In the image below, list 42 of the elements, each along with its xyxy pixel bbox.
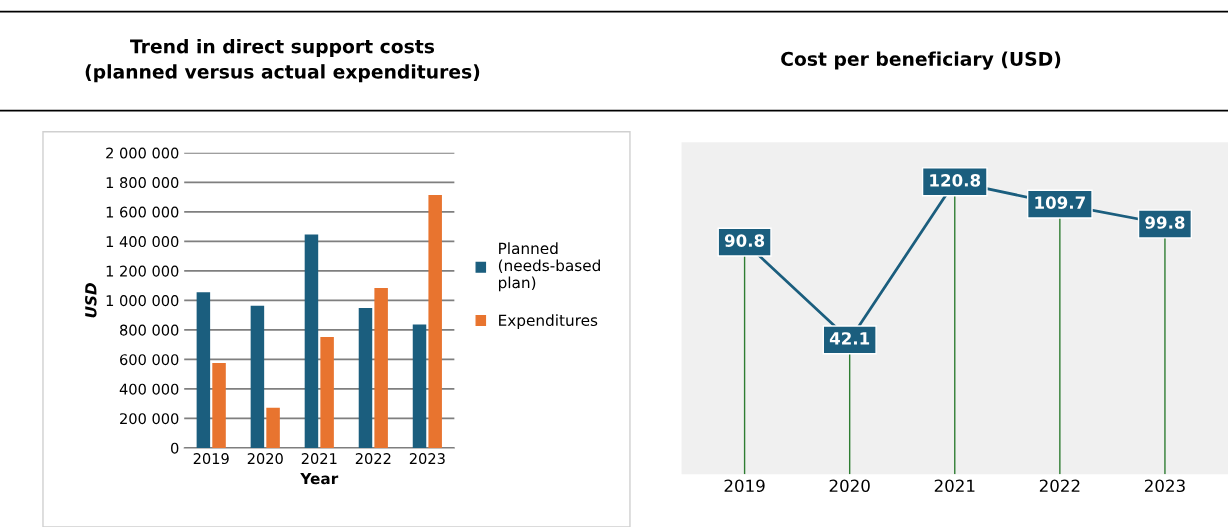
bar	[358, 308, 373, 448]
x-tick-label: 2023	[409, 453, 445, 465]
bar	[250, 305, 265, 448]
x-tick-label: 2020	[247, 453, 283, 465]
bar	[412, 324, 427, 448]
bar	[266, 407, 280, 448]
x-tick-label: 2022	[1039, 479, 1080, 493]
x-tick-label: 2019	[724, 479, 765, 493]
y-tick-label: 1 200 000	[106, 265, 179, 277]
x-tick-label: 2023	[1144, 479, 1185, 493]
bar	[428, 194, 442, 448]
y-tick-label: 800 000	[120, 324, 179, 336]
legend-label: Planned (needs-based plan)	[498, 242, 600, 292]
y-tick-label: 600 000	[120, 354, 179, 366]
chart-title: Trend in direct support costs (planned versus actual expenditures)	[85, 38, 480, 83]
x-tick-label: 2019	[193, 453, 229, 465]
data-label: 99.8	[1145, 216, 1185, 229]
data-label: 90.8	[724, 234, 765, 247]
x-tick-label: 2020	[829, 479, 870, 493]
bar	[320, 336, 334, 448]
y-tick-label: 1 600 000	[106, 206, 179, 218]
data-label: 120.8	[930, 174, 981, 187]
bar	[304, 234, 319, 448]
x-tick-label: 2021	[301, 453, 337, 465]
y-tick-label: 1 800 000	[106, 177, 179, 189]
y-tick-label: 200 000	[120, 413, 179, 425]
y-tick-label: 400 000	[119, 383, 179, 395]
legend-label: Expenditures	[499, 314, 598, 329]
bar	[374, 287, 388, 448]
y-tick-label: 0	[171, 442, 179, 454]
y-tick-label: 2 000 000	[106, 147, 179, 159]
y-axis-title: USD	[85, 283, 97, 318]
chart-title: Cost per beneficiary (USD)	[781, 51, 1061, 70]
data-label: 42.1	[829, 332, 870, 345]
x-tick-label: 2022	[355, 453, 391, 465]
y-tick-label: 1 400 000	[106, 236, 179, 248]
bar	[212, 362, 226, 448]
data-label: 109.7	[1035, 196, 1085, 209]
x-tick-label: 2021	[934, 479, 975, 493]
bar	[196, 292, 211, 448]
x-axis-title: Year	[300, 472, 339, 485]
y-tick-label: 1 000 000	[106, 295, 179, 307]
